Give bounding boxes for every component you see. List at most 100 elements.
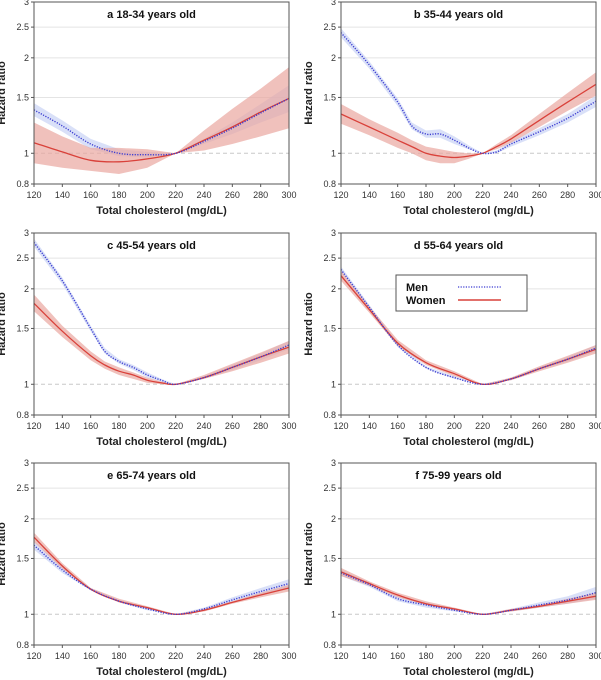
x-tick-label: 300 [281, 421, 296, 431]
series-line-men [33, 242, 290, 386]
x-tick-label: 180 [418, 651, 433, 661]
x-axis-title: Total cholesterol (mg/dL) [403, 666, 534, 678]
x-tick-label: 280 [560, 651, 575, 661]
panel-b: 0.8 1 1.5 2 2.5 3 120 140 160 180 200 220 240 260 280 3… [303, 0, 601, 217]
x-tick-label: 280 [253, 421, 268, 431]
panel-title: e 65-74 years old [107, 470, 196, 482]
y-tick-label: 1 [331, 148, 336, 158]
y-tick-label: 3 [331, 228, 336, 238]
plot-frame [340, 1, 597, 185]
legend-box [395, 274, 528, 312]
x-tick-label: 280 [253, 190, 268, 200]
legend-label-women: Women [406, 295, 446, 307]
panel-title: f 75-99 years old [415, 470, 501, 482]
y-tick-label: 1.5 [16, 92, 29, 102]
y-tick-label: 0.8 [323, 179, 336, 189]
y-tick-label: 1 [24, 148, 29, 158]
panel-e: 0.8 1 1.5 2 2.5 3 120 140 160 180 200 220 240 260 280 3… [0, 458, 297, 678]
x-tick-label: 160 [390, 421, 405, 431]
y-tick-label: 2 [24, 284, 29, 294]
x-tick-label: 280 [253, 651, 268, 661]
x-tick-label: 220 [168, 421, 183, 431]
x-tick-label: 200 [447, 651, 462, 661]
x-tick-label: 260 [532, 421, 547, 431]
y-tick-label: 1.5 [323, 323, 336, 333]
x-tick-label: 240 [503, 190, 518, 200]
x-tick-label: 240 [503, 421, 518, 431]
panel-f: 0.8 1 1.5 2 2.5 3 120 140 160 180 200 220 240 260 280 3… [303, 458, 601, 678]
panel-title: b 35-44 years old [414, 9, 503, 21]
x-tick-label: 200 [140, 421, 155, 431]
series-line-men [33, 97, 290, 156]
plot-frame [33, 1, 290, 185]
y-tick-label: 1.5 [323, 92, 336, 102]
panel-title: a 18-34 years old [107, 9, 196, 21]
x-tick-label: 180 [418, 421, 433, 431]
y-axis-title: Hazard ratio [0, 292, 8, 356]
panel-title: c 45-54 years old [107, 240, 196, 252]
y-tick-label: 1 [331, 609, 336, 619]
x-tick-label: 260 [225, 651, 240, 661]
x-tick-label: 280 [560, 421, 575, 431]
x-tick-label: 140 [55, 651, 70, 661]
x-tick-label: 140 [55, 190, 70, 200]
y-tick-label: 0.8 [323, 410, 336, 420]
y-tick-label: 1 [331, 379, 336, 389]
y-tick-label: 2 [24, 514, 29, 524]
x-tick-label: 240 [503, 651, 518, 661]
x-tick-label: 200 [140, 651, 155, 661]
series-line-women [340, 275, 597, 386]
y-tick-label: 0.8 [16, 640, 29, 650]
x-tick-label: 220 [168, 190, 183, 200]
x-axis-title: Total cholesterol (mg/dL) [96, 666, 227, 678]
series-line-women [33, 97, 290, 163]
plot-frame [33, 232, 290, 416]
ci-band-women [341, 72, 596, 164]
y-axis-title: Hazard ratio [0, 522, 8, 586]
x-tick-label: 160 [390, 190, 405, 200]
y-tick-label: 2 [331, 284, 336, 294]
x-tick-label: 220 [168, 651, 183, 661]
y-axis-title: Hazard ratio [0, 61, 8, 125]
x-tick-label: 300 [281, 190, 296, 200]
ci-band-women [34, 67, 289, 174]
x-tick-label: 300 [281, 651, 296, 661]
y-tick-label: 2.5 [16, 253, 29, 263]
x-tick-label: 140 [55, 421, 70, 431]
x-tick-label: 300 [588, 190, 601, 200]
y-tick-label: 2.5 [16, 483, 29, 493]
y-tick-label: 2.5 [323, 483, 336, 493]
x-tick-label: 220 [475, 190, 490, 200]
y-tick-label: 2.5 [323, 22, 336, 32]
x-tick-label: 120 [333, 651, 348, 661]
y-axis-title: Hazard ratio [303, 61, 315, 125]
x-tick-label: 120 [333, 421, 348, 431]
y-tick-label: 0.8 [16, 179, 29, 189]
panel-a: 0.8 1 1.5 2 2.5 3 120 140 160 180 200 220 240 260 280 3… [0, 0, 297, 217]
y-tick-label: 3 [24, 0, 29, 7]
x-tick-label: 240 [196, 190, 211, 200]
x-tick-label: 260 [225, 421, 240, 431]
y-tick-label: 1.5 [16, 553, 29, 563]
x-tick-label: 160 [83, 190, 98, 200]
x-tick-label: 140 [362, 421, 377, 431]
y-tick-label: 3 [331, 458, 336, 468]
x-tick-label: 180 [111, 651, 126, 661]
x-tick-label: 300 [588, 421, 601, 431]
plot-area [34, 233, 289, 415]
y-axis-title: Hazard ratio [303, 522, 315, 586]
y-tick-label: 0.8 [323, 640, 336, 650]
plot-area [34, 463, 289, 645]
plot-frame [340, 462, 597, 646]
plot-area [341, 463, 596, 645]
y-tick-label: 1.5 [323, 553, 336, 563]
x-tick-label: 200 [447, 421, 462, 431]
x-tick-label: 180 [418, 190, 433, 200]
x-tick-label: 180 [111, 421, 126, 431]
x-tick-label: 220 [475, 421, 490, 431]
series-line-women [33, 536, 290, 615]
x-tick-label: 120 [26, 651, 41, 661]
plot-frame [340, 232, 597, 416]
x-tick-label: 160 [83, 421, 98, 431]
